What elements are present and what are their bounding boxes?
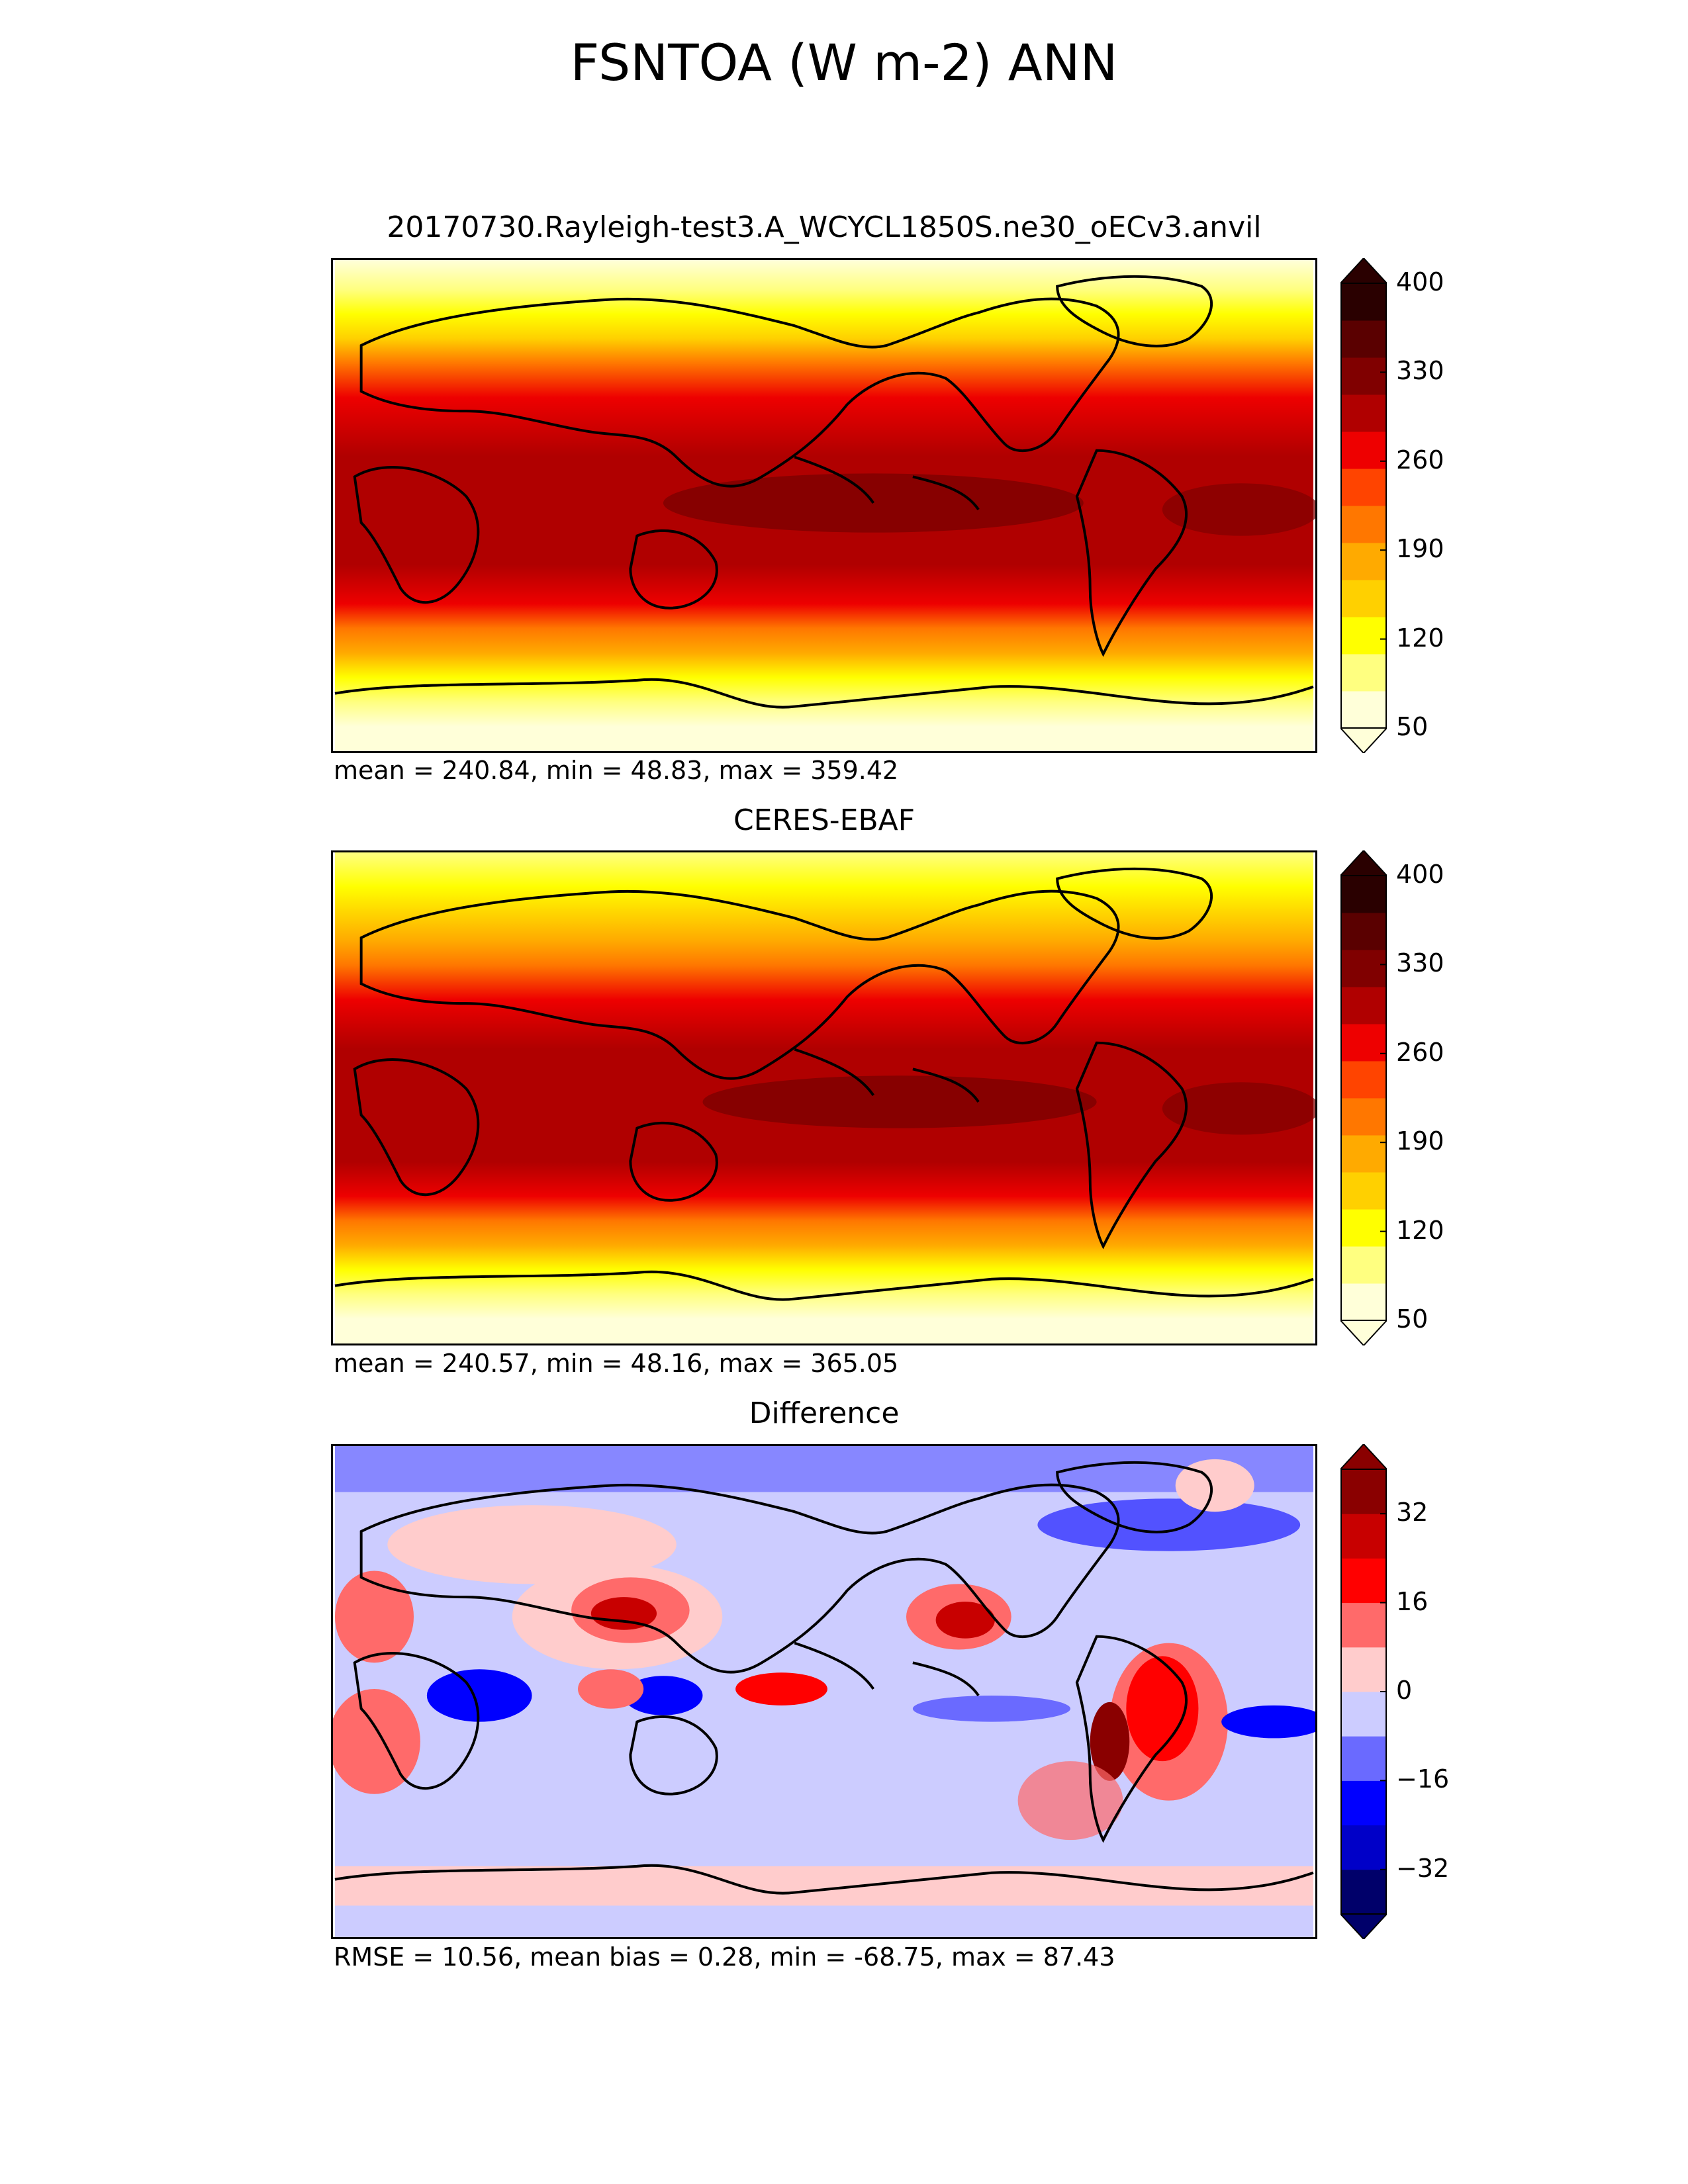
colorbar-swatch: [1340, 1209, 1387, 1247]
colorbar-tick-label: 190: [1396, 1126, 1444, 1156]
colorbar-swatch: [1340, 691, 1387, 729]
panel-1-map: [331, 258, 1317, 753]
colorbar-swatch: [1340, 320, 1387, 358]
panel-2-stats: mean = 240.57, min = 48.16, max = 365.05: [334, 1349, 899, 1378]
panel-1-colorbar-svg: [1338, 257, 1389, 754]
panel-3-map: [331, 1444, 1317, 1939]
colorbar-swatch: [1340, 654, 1387, 692]
panel-3-title: Difference: [749, 1396, 900, 1430]
panel-2-atlantic-max: [1162, 1082, 1315, 1135]
colorbar-swatch: [1340, 283, 1387, 321]
colorbar-swatch: [1340, 432, 1387, 469]
colorbar-swatch: [1340, 913, 1387, 950]
panel-3-anomalies: [333, 1446, 1315, 1937]
panel-1-tropical-max: [663, 473, 1084, 533]
panel-2-colorbar: 400 330 260 190 120 50: [1338, 849, 1473, 1347]
colorbar-swatch: [1340, 1135, 1387, 1173]
colorbar-swatch: [1340, 1172, 1387, 1210]
panel-2-map: [331, 850, 1317, 1345]
colorbar-swatch: [1340, 469, 1387, 506]
panel-1-coastlines: [334, 275, 1314, 709]
colorbar-extend-max: [1338, 849, 1389, 876]
colorbar-swatch: [1340, 617, 1387, 655]
panel-1-colorbar: 400 330 260 190 120 50: [1338, 257, 1473, 754]
panel-3-colorbar: 32 16 0 −16 −32: [1338, 1443, 1473, 1940]
colorbar-swatch: [1340, 1558, 1387, 1604]
colorbar-extend-max: [1338, 1443, 1389, 1470]
colorbar-tick-label: 0: [1396, 1676, 1413, 1705]
colorbar-swatch: [1340, 987, 1387, 1024]
colorbar-frame: [1340, 283, 1387, 729]
panel-2-tropical-max: [702, 1075, 1097, 1128]
colorbar-swatch: [1340, 1098, 1387, 1136]
colorbar-swatch: [1340, 357, 1387, 395]
colorbar-tick-label: −32: [1396, 1853, 1450, 1883]
panel-1-atlantic-max: [1162, 483, 1315, 536]
colorbar-swatch: [1340, 950, 1387, 987]
colorbar-tick-label: 50: [1396, 712, 1429, 741]
colorbar-swatch: [1340, 1024, 1387, 1062]
colorbar-extend-max: [1338, 257, 1389, 284]
colorbar-tick-label: 32: [1396, 1498, 1429, 1527]
colorbar-swatch: [1340, 1283, 1387, 1321]
panel-3-stats: RMSE = 10.56, mean bias = 0.28, min = -6…: [334, 1942, 1115, 1972]
colorbar-tick-label: 330: [1396, 356, 1444, 386]
colorbar-tick-label: 260: [1396, 1037, 1444, 1067]
panel-2-title: CERES-EBAF: [733, 803, 915, 837]
colorbar-swatch: [1340, 1736, 1387, 1781]
panel-2-colorbar-svg: [1338, 849, 1389, 1347]
panel-3-colorbar-svg: [1338, 1443, 1389, 1940]
colorbar-swatch: [1340, 1647, 1387, 1692]
colorbar-swatch: [1340, 1469, 1387, 1514]
colorbar-tick-label: −16: [1396, 1764, 1450, 1794]
colorbar-extend-min: [1338, 727, 1389, 754]
panel-2-coastlines: [334, 867, 1314, 1301]
colorbar-swatch: [1340, 1061, 1387, 1099]
colorbar-extend-min: [1338, 1320, 1389, 1347]
colorbar-swatch: [1340, 1602, 1387, 1648]
panel-2-map-svg: [334, 852, 1315, 1343]
figure-title: FSNTOA (W m-2) ANN: [570, 33, 1118, 92]
colorbar-swatch: [1340, 876, 1387, 913]
colorbar-tick-label: 120: [1396, 623, 1444, 653]
colorbar-swatch: [1340, 1514, 1387, 1559]
panel-1-map-svg: [334, 260, 1315, 751]
panel-1-stats: mean = 240.84, min = 48.83, max = 359.42: [334, 756, 899, 785]
colorbar-swatch: [1340, 506, 1387, 543]
panel-1-title: 20170730.Rayleigh-test3.A_WCYCL1850S.ne3…: [387, 210, 1262, 244]
colorbar-tick-label: 16: [1396, 1586, 1429, 1616]
panel-3-coastlines: [334, 1461, 1314, 1895]
colorbar-swatch: [1340, 1780, 1387, 1826]
colorbar-swatch: [1340, 1869, 1387, 1915]
colorbar-tick-label: 260: [1396, 445, 1444, 475]
colorbar-tick-label: 120: [1396, 1215, 1444, 1245]
colorbar-swatch: [1340, 394, 1387, 432]
colorbar-frame: [1340, 875, 1387, 1321]
colorbar-tick-label: 190: [1396, 534, 1444, 564]
colorbar-swatch: [1340, 1692, 1387, 1737]
colorbar-tick-label: 400: [1396, 860, 1444, 889]
colorbar-tick-label: 50: [1396, 1304, 1429, 1334]
colorbar-swatch: [1340, 580, 1387, 617]
colorbar-extend-min: [1338, 1913, 1389, 1940]
panel-3-map-svg: [333, 1446, 1315, 1937]
colorbar-swatch: [1340, 1825, 1387, 1870]
colorbar-tick-label: 400: [1396, 267, 1444, 296]
colorbar-tick-label: 330: [1396, 948, 1444, 978]
colorbar-swatch: [1340, 543, 1387, 580]
colorbar-swatch: [1340, 1246, 1387, 1284]
